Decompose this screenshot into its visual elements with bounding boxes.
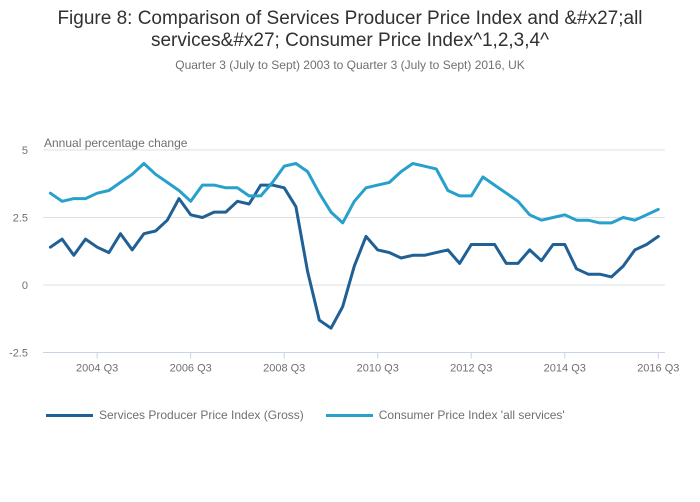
x-tick-label: 2012 Q3 [450, 363, 492, 375]
x-tick-label: 2016 Q3 [637, 363, 679, 375]
series-lines [48, 162, 660, 330]
series-line-cpi [48, 162, 660, 225]
legend-label-cpi: Consumer Price Index 'all services' [378, 408, 565, 422]
x-tick-label: 2006 Q3 [170, 363, 212, 375]
x-tick-label: 2004 Q3 [76, 363, 118, 375]
chart-subtitle: Quarter 3 (July to Sept) 2003 to Quarter… [175, 58, 525, 72]
x-tick-label: 2008 Q3 [263, 363, 305, 375]
x-axis: 2004 Q3 2006 Q3 2008 Q3 2010 Q3 2012 Q3 2014 … [76, 352, 679, 375]
chart-title: Figure 8: Comparison of Services Produce… [57, 8, 643, 51]
y-axis-title: Annual percentage change [44, 136, 188, 150]
gridlines [43, 149, 665, 353]
series-line-sppi [48, 183, 660, 330]
y-tick-label: 5 [22, 145, 28, 157]
y-tick-label: 2.5 [13, 213, 28, 225]
legend-swatch-sppi [46, 413, 93, 417]
legend-label-sppi: Services Producer Price Index (Gross) [99, 408, 304, 422]
legend-item-cpi[interactable]: Consumer Price Index 'all services' [325, 408, 565, 422]
y-axis-ticks: 5 2.5 0 -2.5 [9, 145, 28, 360]
y-tick-label: -2.5 [9, 348, 28, 360]
x-tick-label: 2014 Q3 [544, 363, 586, 375]
legend-swatch-cpi [325, 413, 373, 417]
x-tick-label: 2010 Q3 [357, 363, 399, 375]
y-tick-label: 0 [22, 280, 28, 292]
legend-item-sppi[interactable]: Services Producer Price Index (Gross) [46, 408, 304, 422]
legend: Services Producer Price Index (Gross) Co… [46, 408, 587, 422]
